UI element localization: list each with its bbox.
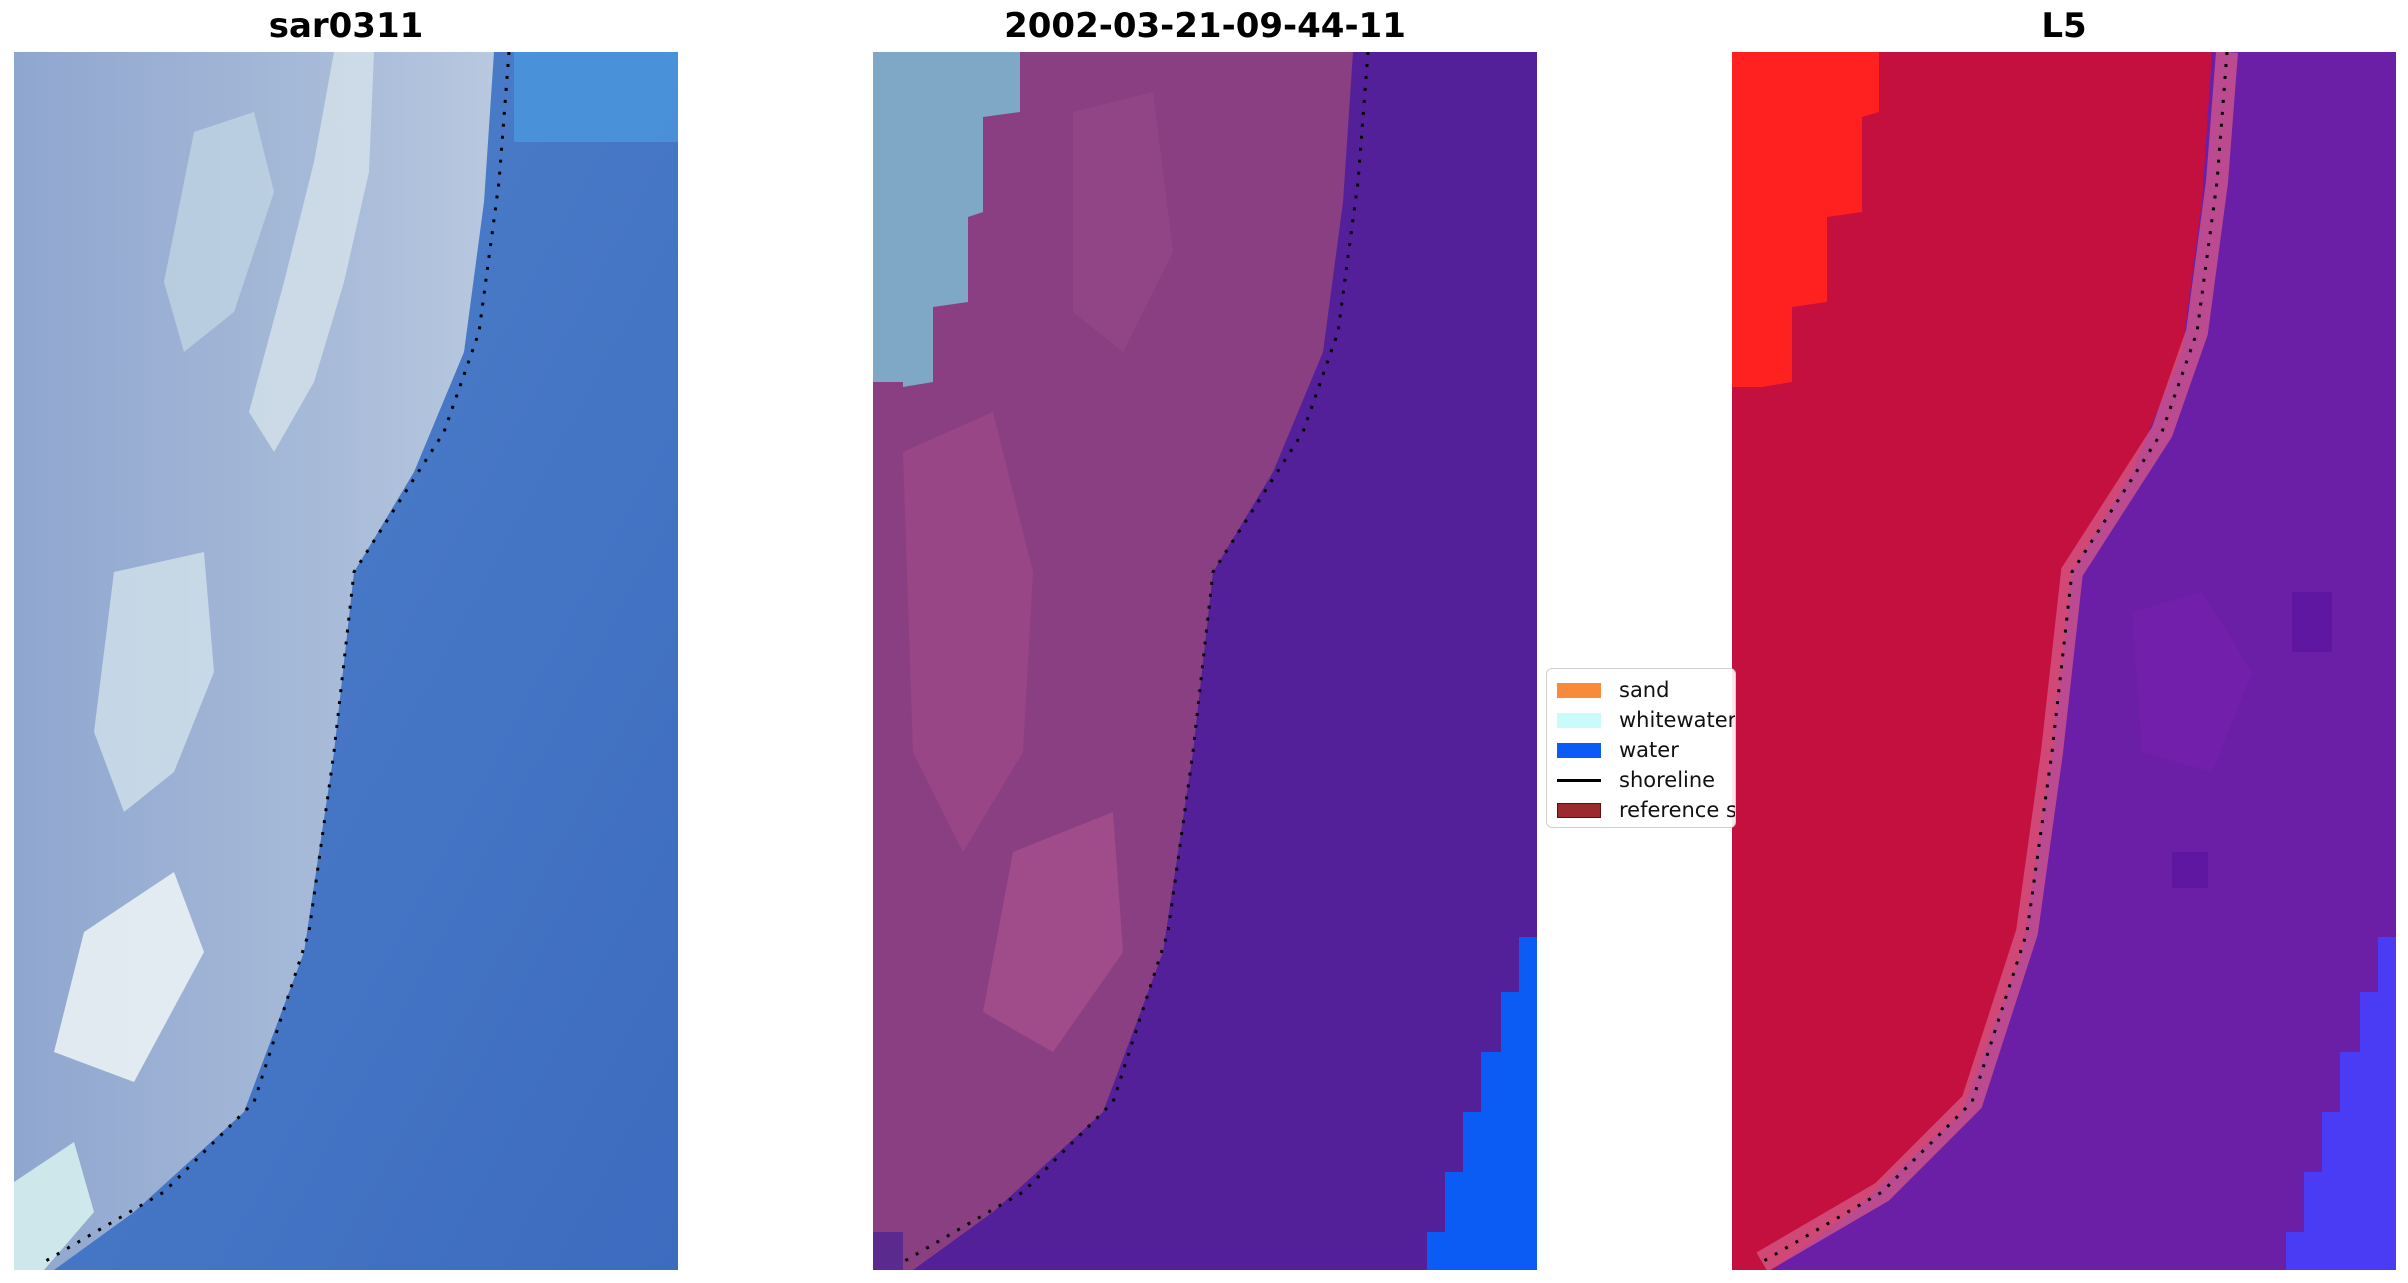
legend-item-water: water bbox=[1557, 737, 1679, 763]
panel-title-rgb: sar0311 bbox=[268, 6, 424, 46]
whitewater-swatch-icon bbox=[1557, 712, 1601, 728]
water-swatch-icon bbox=[1557, 742, 1601, 758]
panel-title-index: L5 bbox=[2041, 6, 2087, 46]
shoreline-line-icon bbox=[1557, 778, 1601, 782]
reference-swatch-icon bbox=[1557, 802, 1601, 818]
sand-swatch-icon bbox=[1557, 682, 1601, 698]
legend-label: shoreline bbox=[1619, 768, 1716, 792]
rgb-shoreline-dots bbox=[43, 52, 511, 1264]
legend-label: water bbox=[1619, 738, 1679, 762]
classified-shoreline-dots bbox=[902, 52, 1370, 1264]
legend-label: sand bbox=[1619, 678, 1670, 702]
legend-item-shoreline: shoreline bbox=[1557, 767, 1715, 793]
legend-item-whitewater: whitewater bbox=[1557, 707, 1736, 733]
index-image-panel bbox=[1732, 52, 2396, 1270]
rgb-image bbox=[14, 52, 678, 1270]
panel-title-classified: 2002-03-21-09-44-11 bbox=[1004, 6, 1406, 46]
legend-item-reference: reference s bbox=[1557, 797, 1736, 823]
legend-item-sand: sand bbox=[1557, 677, 1669, 703]
index-image bbox=[1732, 52, 2396, 1270]
classified-image bbox=[873, 52, 1537, 1270]
legend: sand whitewater water shoreline referenc… bbox=[1546, 668, 1736, 828]
classified-image-panel bbox=[873, 52, 1537, 1270]
legend-label: reference s bbox=[1619, 798, 1736, 822]
legend-label: whitewater bbox=[1619, 708, 1736, 732]
index-shoreline-dots bbox=[1761, 52, 2229, 1264]
rgb-image-panel bbox=[14, 52, 678, 1270]
